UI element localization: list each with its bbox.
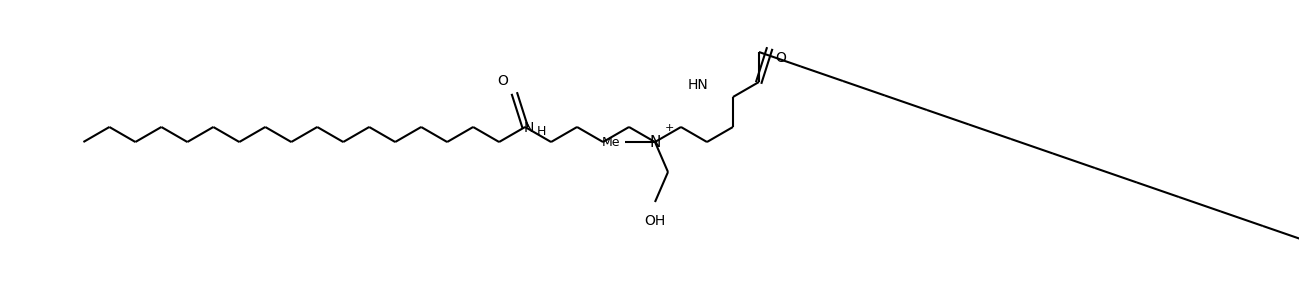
Text: O: O <box>498 74 509 88</box>
Text: OH: OH <box>644 214 665 228</box>
Text: HN: HN <box>687 78 708 92</box>
Text: N: N <box>650 135 661 149</box>
Text: O: O <box>776 51 786 65</box>
Text: +: + <box>664 123 674 133</box>
Text: H: H <box>536 125 546 138</box>
Text: Me: Me <box>601 135 620 149</box>
Text: N: N <box>523 121 534 135</box>
